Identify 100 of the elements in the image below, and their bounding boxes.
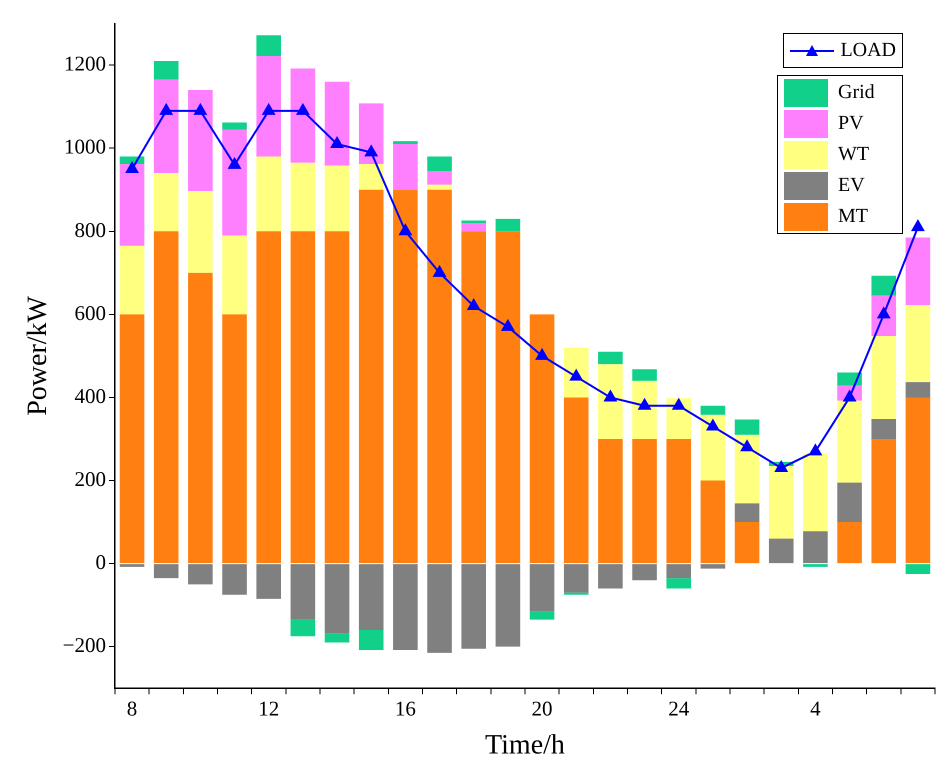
bar <box>700 414 726 481</box>
legend-label: MT <box>838 205 868 228</box>
bar <box>358 164 384 190</box>
bar <box>461 222 486 232</box>
bar <box>734 522 760 564</box>
bar <box>768 538 794 564</box>
bar <box>290 620 316 636</box>
bar <box>632 438 657 564</box>
bar <box>222 122 247 130</box>
bar <box>290 231 316 564</box>
bar <box>906 238 930 306</box>
bar <box>837 482 862 522</box>
point <box>160 104 172 115</box>
bar <box>666 438 692 564</box>
bar <box>358 630 384 650</box>
point <box>740 440 754 452</box>
point <box>330 137 344 148</box>
point <box>502 320 514 331</box>
bar <box>154 80 178 174</box>
bar <box>324 166 350 232</box>
bar <box>598 564 623 589</box>
bar <box>154 564 178 578</box>
bar <box>461 231 486 564</box>
bar <box>256 156 282 232</box>
x-tick-label: 20 <box>532 696 553 720</box>
y-tick-label: 200 <box>74 467 106 492</box>
y-tick-label: −200 <box>62 633 106 658</box>
bar <box>666 578 692 589</box>
bar <box>461 564 486 649</box>
bar <box>427 156 452 172</box>
legend-label: EV <box>838 174 865 197</box>
y-tick-label: 400 <box>74 384 106 408</box>
legend-label: PV <box>838 112 864 135</box>
bar <box>290 162 316 232</box>
y-tick-label: 600 <box>74 300 106 325</box>
bar <box>427 171 452 185</box>
point <box>912 220 924 232</box>
bar <box>256 56 282 157</box>
bar <box>496 231 520 564</box>
legend-label: Grid <box>838 81 875 104</box>
bar <box>734 419 760 435</box>
point <box>468 299 480 310</box>
bar <box>666 564 692 578</box>
bar <box>256 35 282 56</box>
bar <box>393 564 418 650</box>
bar <box>427 564 452 653</box>
point <box>228 158 241 169</box>
bar <box>393 141 418 144</box>
bar <box>530 564 554 612</box>
bar <box>427 184 452 190</box>
point <box>262 104 275 115</box>
bar <box>700 406 726 415</box>
point <box>638 398 651 410</box>
x-tick-label: 12 <box>258 696 280 720</box>
bar <box>564 564 589 593</box>
bar <box>632 564 657 580</box>
bar <box>906 305 930 382</box>
bar <box>906 382 930 398</box>
bar <box>358 190 384 564</box>
bar <box>393 190 418 564</box>
bar <box>154 60 178 80</box>
bar <box>324 564 350 634</box>
point <box>809 444 822 456</box>
x-tick-label: 24 <box>668 696 690 720</box>
bar <box>393 144 418 190</box>
bar <box>461 220 486 223</box>
bar <box>598 438 623 564</box>
bar <box>222 314 247 564</box>
bar <box>871 276 896 296</box>
bar <box>256 564 282 599</box>
bar <box>803 564 828 567</box>
point <box>706 420 720 431</box>
bar <box>837 400 862 483</box>
bar <box>837 372 862 386</box>
point <box>296 104 310 115</box>
x-axis-title: Time/h <box>485 730 565 761</box>
x-tick-label: 16 <box>394 696 416 720</box>
bar <box>632 369 657 381</box>
bar <box>324 82 350 166</box>
bar <box>700 564 726 569</box>
point <box>194 104 207 115</box>
bar <box>632 380 657 439</box>
point <box>433 266 446 277</box>
bar <box>768 466 794 539</box>
bar <box>120 314 144 564</box>
bar <box>222 235 247 314</box>
bar <box>871 336 896 420</box>
bar <box>837 522 862 564</box>
bar <box>324 231 350 564</box>
y-tick-label: 1200 <box>64 52 106 76</box>
bar <box>427 190 452 564</box>
bar <box>496 218 520 232</box>
bar <box>154 173 178 232</box>
point <box>604 390 617 402</box>
x-tick-label: 4 <box>810 696 822 720</box>
bar <box>871 438 896 564</box>
bar <box>906 564 930 574</box>
bar <box>222 130 247 236</box>
legend-label: WT <box>838 143 870 166</box>
point <box>672 398 685 410</box>
